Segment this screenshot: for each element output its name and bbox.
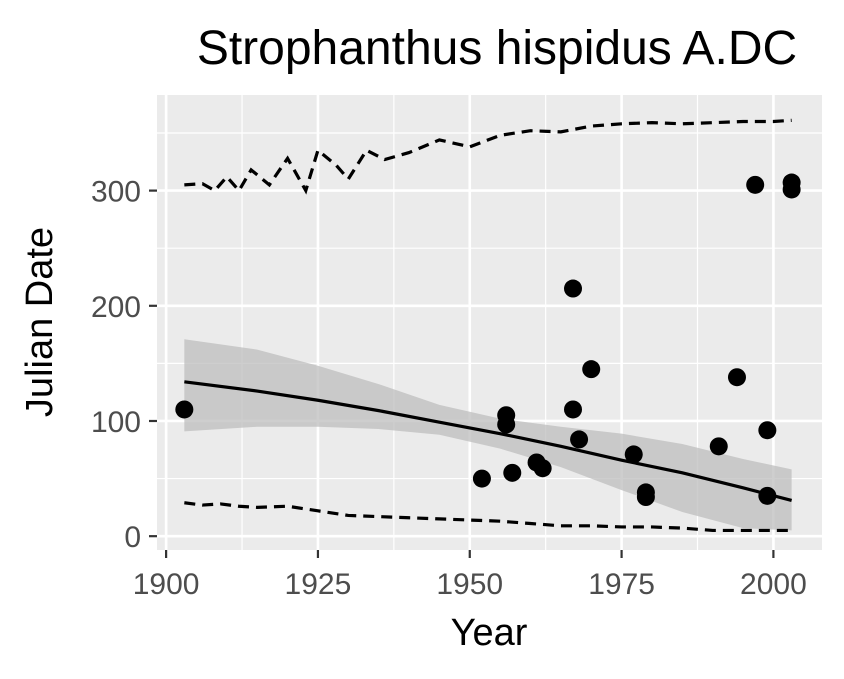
x-tick-label: 1950 [436, 568, 503, 601]
lower-dashed-line [184, 501, 792, 533]
data-point [582, 360, 601, 379]
data-point [472, 469, 491, 488]
y-tick-label: 200 [91, 291, 141, 324]
data-point [758, 421, 777, 440]
fit-line [184, 380, 793, 503]
data-point [503, 463, 522, 482]
data-point [782, 180, 801, 199]
y-tick-label: 0 [124, 521, 141, 554]
data-point [497, 415, 516, 434]
confidence-band [184, 339, 792, 531]
data-point [709, 437, 728, 456]
upper-dashed-line [184, 118, 792, 195]
y-axis-title: Julian Date [19, 227, 61, 417]
x-tick-label: 1925 [285, 568, 352, 601]
x-tick-label: 2000 [740, 568, 807, 601]
y-tick-label: 300 [91, 176, 141, 209]
data-point [564, 279, 583, 298]
x-axis-title: Year [451, 612, 528, 654]
grid-minor [157, 95, 822, 550]
data-point [727, 368, 746, 387]
y-tick-label: 100 [91, 406, 141, 439]
data-point [758, 486, 777, 505]
chart-title: Strophanthus hispidus A.DC [197, 22, 797, 75]
data-point [533, 459, 552, 478]
y-axis: 0 100 200 300 [91, 176, 157, 554]
x-tick-label: 1900 [133, 568, 200, 601]
data-point [564, 400, 583, 419]
data-point [570, 430, 589, 449]
x-tick-label: 1975 [588, 568, 655, 601]
data-points [175, 173, 801, 507]
data-point [175, 400, 194, 419]
data-point [636, 488, 655, 507]
x-axis: 1900 1925 1950 1975 2000 [133, 550, 807, 601]
data-point [624, 445, 643, 464]
data-point [746, 175, 765, 194]
